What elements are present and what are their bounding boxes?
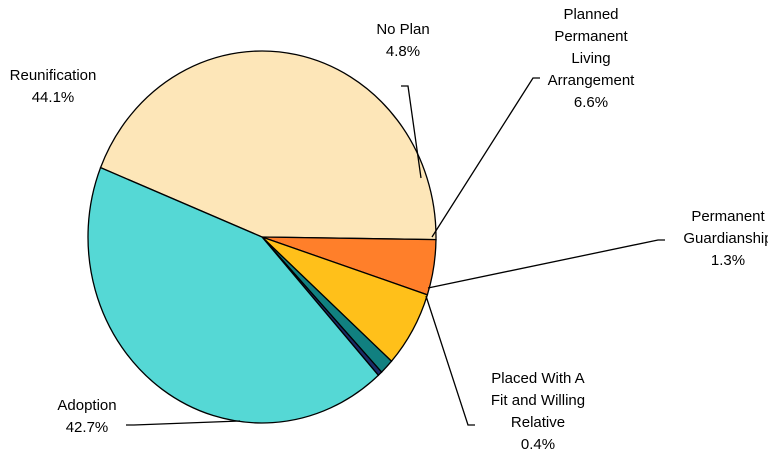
slice-label-1-line-1: 4.8% [386,43,420,60]
slice-label-3-line-1: Guardianship [683,230,768,247]
slice-label-4-line-0: Placed With A [491,370,584,387]
slice-label-2: Planned Permanent Living Arrangement 6.6% [548,6,636,111]
leader-line-5 [126,420,241,426]
slice-labels: Reunification 44.1% No Plan 4.8% Planned Perm… [10,6,768,453]
slice-label-5-line-0: Adoption [57,397,116,414]
slice-label-2-line-4: 6.6% [574,94,608,111]
slice-label-0-line-1: 44.1% [32,89,75,106]
slice-label-0: Reunification 44.1% [10,67,97,106]
slice-label-4-line-2: Relative [511,414,565,431]
leader-line-2 [431,77,540,238]
slice-label-3-line-2: 1.3% [711,252,745,269]
slice-label-0-line-0: Reunification [10,67,97,84]
slice-label-5: Adoption 42.7% [57,397,116,436]
slice-label-1: No Plan 4.8% [376,21,429,60]
slice-label-4-line-1: Fit and Willing [491,392,585,409]
slice-label-1-line-0: No Plan [376,21,429,38]
slice-label-2-line-1: Permanent [554,28,628,45]
leader-lines [126,77,665,426]
leader-line-4 [425,295,475,426]
slice-label-3: Permanent Guardianship 1.3% [683,208,768,269]
pie-slices [87,50,437,424]
slice-label-4: Placed With A Fit and Willing Relative 0.4% [491,370,585,453]
pie-slice-5 [87,166,380,424]
slice-label-5-line-1: 42.7% [66,419,109,436]
slice-label-2-line-3: Arrangement [548,72,636,89]
slice-label-2-line-2: Living [571,50,610,67]
slice-label-2-line-0: Planned [563,6,618,23]
slice-label-4-line-3: 0.4% [521,436,555,453]
pie-slice-0 [99,50,437,241]
slice-label-3-line-0: Permanent [691,208,765,225]
leader-line-1 [401,85,422,179]
leader-line-3 [427,239,665,289]
